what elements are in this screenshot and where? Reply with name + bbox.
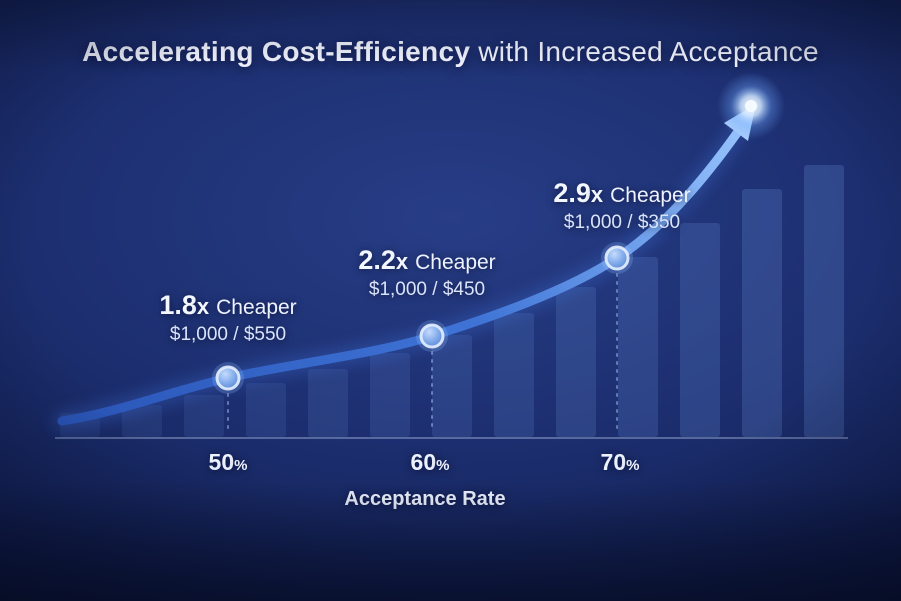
tick-value: 70 bbox=[600, 449, 627, 475]
decorative-bar bbox=[246, 383, 286, 437]
x-axis-title: Acceptance Rate bbox=[344, 488, 506, 510]
data-point-60 bbox=[416, 320, 448, 352]
cheaper-label: Cheaper bbox=[610, 184, 691, 207]
multiplier-x: x bbox=[196, 294, 210, 319]
decorative-bar bbox=[308, 369, 348, 437]
multiplier-value: 1.8 bbox=[159, 290, 197, 320]
multiplier-value: 2.9 bbox=[553, 178, 591, 208]
multiplier-x: x bbox=[590, 182, 604, 207]
annotation-50-multiplier-line: 1.8x Cheaper bbox=[159, 291, 296, 319]
arrow-tip-core bbox=[745, 100, 757, 112]
annotation-70: 2.9x Cheaper $1,000 / $350 bbox=[553, 179, 690, 234]
tick-value: 50 bbox=[208, 449, 235, 475]
decorative-bar bbox=[804, 165, 844, 437]
cheaper-label: Cheaper bbox=[216, 296, 297, 319]
data-point-70 bbox=[601, 242, 633, 274]
data-point-50 bbox=[212, 362, 244, 394]
annotation-60-cost-line: $1,000 / $450 bbox=[368, 279, 486, 301]
x-tick-50: 50% bbox=[209, 449, 248, 476]
multiplier-x: x bbox=[395, 249, 409, 274]
tick-percent-sign: % bbox=[436, 457, 450, 474]
cheaper-label: Cheaper bbox=[415, 251, 496, 274]
annotation-60-multiplier-line: 2.2x Cheaper bbox=[358, 246, 495, 274]
decorative-bar bbox=[370, 353, 410, 437]
decorative-bar bbox=[680, 223, 720, 437]
page-title: Accelerating Cost-Efficiency with Increa… bbox=[0, 36, 901, 68]
tick-percent-sign: % bbox=[626, 457, 640, 474]
decorative-bar bbox=[618, 257, 658, 437]
x-tick-60: 60% bbox=[411, 449, 450, 476]
multiplier-value: 2.2 bbox=[358, 245, 396, 275]
annotation-70-cost-line: $1,000 / $350 bbox=[563, 212, 681, 234]
title-emphasis: Accelerating Cost-Efficiency bbox=[82, 36, 471, 67]
decorative-bar bbox=[494, 313, 534, 437]
annotation-70-multiplier-line: 2.9x Cheaper bbox=[553, 179, 690, 207]
tick-value: 60 bbox=[410, 449, 437, 475]
annotation-50: 1.8x Cheaper $1,000 / $550 bbox=[159, 291, 296, 346]
tick-percent-sign: % bbox=[234, 457, 248, 474]
x-tick-70: 70% bbox=[601, 449, 640, 476]
decorative-bar bbox=[742, 189, 782, 437]
decorative-bar bbox=[184, 395, 224, 437]
title-rest: with Increased Acceptance bbox=[470, 36, 819, 67]
decorative-bar bbox=[556, 287, 596, 437]
annotation-60: 2.2x Cheaper $1,000 / $450 bbox=[358, 246, 495, 301]
annotation-50-cost-line: $1,000 / $550 bbox=[169, 324, 287, 346]
